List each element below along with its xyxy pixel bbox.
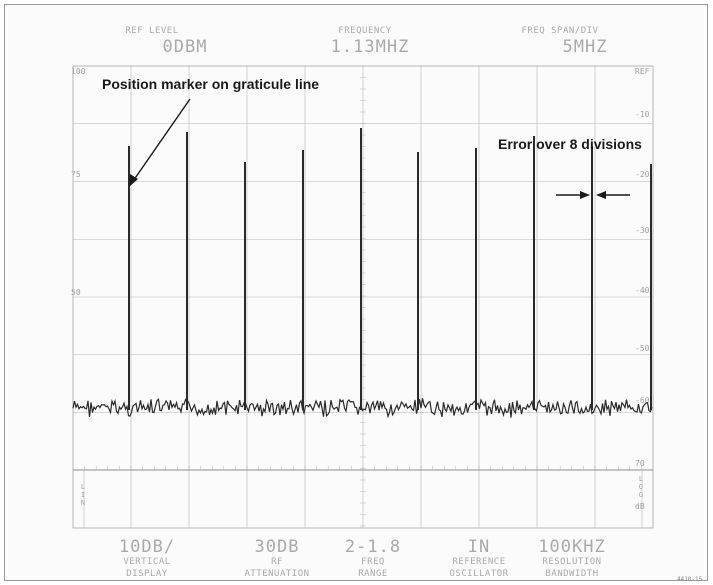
position-marker-arrow: [130, 98, 191, 185]
error-arrowhead-left: [580, 191, 590, 199]
graticule: [72, 65, 654, 529]
left-scale-75: 75: [71, 170, 81, 179]
freq-span-value: 5MHZ: [562, 37, 608, 57]
ref-level-label: REF LEVEL: [125, 26, 179, 36]
log-indicator: LOG: [638, 475, 644, 499]
freq-range-label1: FREQ: [361, 557, 385, 567]
resolution-bandwidth-value: 100KHZ: [538, 537, 606, 557]
reference-oscillator-value: IN: [467, 537, 491, 557]
analyzer-display-frame: REF LEVEL 0DBM FREQUENCY 1.13MHZ FREQ SP…: [4, 4, 708, 583]
frequency-value: 1.13MHZ: [330, 37, 410, 57]
left-scale-100: 100: [71, 67, 86, 76]
annotation-arrows: [129, 98, 630, 199]
noise-floor-trace: [72, 398, 653, 419]
rf-attenuation-label2: ATTENUATION: [244, 569, 310, 579]
figure-id: 4410-15: [677, 576, 703, 583]
rf-attenuation-label1: RF: [271, 557, 283, 567]
freq-range-label2: RANGE: [358, 569, 388, 579]
ref-level-value: 0DBM: [162, 37, 208, 57]
resolution-bandwidth-label1: RESOLUTION: [542, 557, 602, 567]
right-scale-50: -50: [635, 344, 650, 353]
right-scale-60: -60: [635, 396, 650, 405]
reference-oscillator-label1: REFERENCE: [452, 557, 506, 567]
resolution-bandwidth-label2: BANDWIDTH: [545, 569, 599, 579]
frequency-label: FREQUENCY: [338, 26, 392, 36]
right-scale-70: 70: [635, 459, 645, 468]
position-marker-arrowhead: [129, 174, 138, 187]
vertical-display-value: 10DB/: [118, 537, 176, 557]
right-scale-ref: REF: [635, 67, 650, 76]
right-scale-10: -10: [635, 110, 650, 119]
freq-span-label: FREQ SPAN/DIV: [521, 26, 599, 36]
freq-range-value: 2-1.8: [344, 537, 402, 557]
vertical-display-label2: DISPLAY: [126, 569, 168, 579]
reference-oscillator-label2: OSCILLATOR: [449, 569, 509, 579]
spectral-lines: [128, 128, 652, 410]
lin-indicator: LIN: [80, 483, 86, 507]
right-scale-20: -20: [635, 170, 650, 179]
db-unit: dB: [635, 502, 645, 511]
left-scale-50: 50: [71, 288, 81, 297]
vertical-display-label1: VERTICAL: [123, 557, 171, 567]
position-marker-annotation: Position marker on graticule line: [102, 76, 320, 92]
rf-attenuation-value: 30DB: [254, 537, 300, 557]
right-scale-40: -40: [635, 286, 650, 295]
error-arrowhead-right: [596, 191, 606, 199]
right-scale-30: -30: [635, 226, 650, 235]
error-annotation: Error over 8 divisions: [498, 136, 642, 152]
